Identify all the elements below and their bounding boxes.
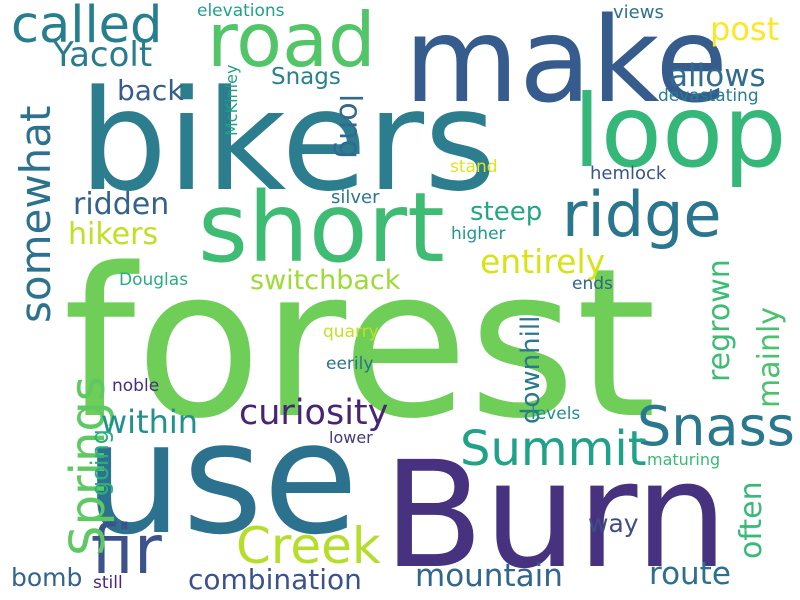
word-combination: combination <box>188 563 362 596</box>
word-hemlock: hemlock <box>590 163 667 184</box>
word-road: road <box>207 0 376 84</box>
word-bikers: bikers <box>79 60 497 222</box>
word-long: long <box>332 94 367 159</box>
word-silver: silver <box>331 187 380 208</box>
word-douglas: Douglas <box>119 270 189 290</box>
word-higher: higher <box>451 224 506 244</box>
word-creek: Creek <box>236 517 381 575</box>
word-mountain: mountain <box>415 558 563 594</box>
word-steep: steep <box>470 197 543 227</box>
word-within: within <box>101 403 199 441</box>
word-yacolt: Yacolt <box>53 35 153 75</box>
word-switchback: switchback <box>250 265 401 296</box>
word-quarry: quarry <box>323 322 379 342</box>
word-called: called <box>11 0 163 55</box>
word-back: back <box>117 74 184 107</box>
word-still: still <box>93 573 123 593</box>
word-ridden: ridden <box>73 187 170 222</box>
word-bomb: bomb <box>11 563 83 592</box>
word-summit: Summit <box>460 421 647 477</box>
word-burn: Burn <box>383 430 729 600</box>
word-mainly: mainly <box>752 306 787 408</box>
word-noble: noble <box>112 376 160 396</box>
word-going: going <box>86 428 114 496</box>
word-mckinley: McKinley <box>222 64 241 136</box>
word-somewhat: somewhat <box>11 105 60 323</box>
word-allows: allows <box>669 58 766 94</box>
word-make: make <box>404 0 728 129</box>
word-ridge: ridge <box>562 178 722 251</box>
word-short: short <box>198 172 445 284</box>
word-curiosity: curiosity <box>239 393 389 433</box>
word-elevations: elevations <box>197 1 285 21</box>
word-use: use <box>84 388 359 569</box>
word-lower: lower <box>329 428 373 447</box>
word-snass: Snass <box>637 395 795 458</box>
word-devastating: devastating <box>658 86 759 106</box>
word-ends: ends <box>572 274 613 294</box>
word-way: way <box>588 509 639 538</box>
word-hikers: hikers <box>68 217 159 252</box>
word-entirely: entirely <box>480 242 606 281</box>
word-snags: Snags <box>271 64 341 90</box>
word-eerily: eerily <box>326 354 374 374</box>
word-views: views <box>613 2 664 23</box>
word-levels: levels <box>531 404 581 424</box>
word-fir: fir <box>91 511 162 590</box>
word-regrown: regrown <box>702 259 737 382</box>
word-loop: loop <box>573 73 787 190</box>
word-route: route <box>649 556 731 592</box>
word-often: often <box>734 481 769 559</box>
word-post: post <box>710 10 780 48</box>
word-forest: forest <box>63 224 657 464</box>
word-maturing: maturing <box>647 450 721 469</box>
word-stand: stand <box>450 157 498 177</box>
